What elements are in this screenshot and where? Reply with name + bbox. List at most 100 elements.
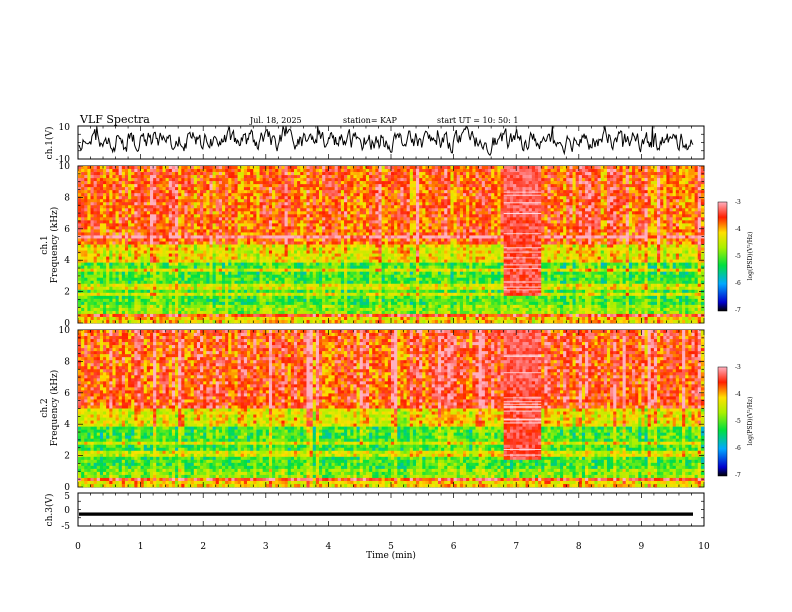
spectrogram-cell (128, 187, 131, 190)
spectrogram-cell (184, 257, 187, 260)
spectrogram-cell (216, 269, 219, 272)
spectrogram-cell (228, 278, 231, 281)
spectrogram-cell (169, 260, 172, 263)
spectrogram-cell (181, 257, 184, 260)
spectrogram-cell (194, 193, 197, 196)
spectrogram-cell (219, 251, 222, 254)
spectrogram-cell (78, 238, 81, 241)
spectrogram-cell (119, 320, 122, 323)
spectrogram-cell (109, 190, 112, 193)
spectrogram-cell (181, 208, 184, 211)
spectrogram-cell (235, 305, 238, 308)
spectrogram-cell (241, 190, 244, 193)
spectrogram-cell (137, 196, 140, 199)
spectrogram-cell (197, 296, 200, 299)
spectrogram-cell (87, 205, 90, 208)
spectrogram-cell (87, 172, 90, 175)
spectrogram-cell (256, 254, 259, 257)
spectrogram-cell (137, 248, 140, 251)
spectrogram-cell (172, 272, 175, 275)
spectrogram-cell (250, 190, 253, 193)
spectrogram-cell (175, 202, 178, 205)
spectrogram-cell (184, 181, 187, 184)
spectrogram-cell (235, 275, 238, 278)
spectrogram-cell (141, 299, 144, 302)
spectrogram-cell (97, 220, 100, 223)
spectrogram-cell (103, 169, 106, 172)
spectrogram-cell (213, 172, 216, 175)
spectrogram-cell (94, 238, 97, 241)
spectrogram-cell (238, 290, 241, 293)
spectrogram-cell (172, 205, 175, 208)
spectrogram-cell (235, 314, 238, 317)
spectrogram-cell (84, 254, 87, 257)
spectrogram-cell (141, 205, 144, 208)
spectrogram-cell (256, 241, 259, 244)
spectrogram-cell (109, 248, 112, 251)
spectrogram-cell (191, 245, 194, 248)
spectrogram-cell (250, 223, 253, 226)
spectrogram-cell (163, 196, 166, 199)
spectrogram-cell (209, 175, 212, 178)
spectrogram-cell (91, 248, 94, 251)
spectrogram-cell (112, 226, 115, 229)
spectrogram-cell (116, 254, 119, 257)
spectrogram-cell (235, 272, 238, 275)
spectrogram-cell (159, 269, 162, 272)
spectrogram-cell (81, 311, 84, 314)
spectrogram-cell (112, 278, 115, 281)
spectrogram-cell (100, 217, 103, 220)
spectrogram-cell (256, 208, 259, 211)
spectrogram-cell (156, 284, 159, 287)
spectrogram-cell (94, 166, 97, 169)
spectrogram-cell (109, 169, 112, 172)
spectrogram-cell (203, 187, 206, 190)
spectrogram-cell (112, 199, 115, 202)
spectrogram-cell (219, 205, 222, 208)
spectrogram-cell (200, 202, 203, 205)
spectrogram-cell (247, 226, 250, 229)
spectrogram-cell (112, 257, 115, 260)
spectrogram-cell (141, 229, 144, 232)
spectrogram-cell (241, 266, 244, 269)
spectrogram-cell (175, 287, 178, 290)
spectrogram-cell (191, 266, 194, 269)
spectrogram-cell (197, 281, 200, 284)
spectrogram-cell (94, 248, 97, 251)
spectrogram-cell (84, 229, 87, 232)
spectrogram-cell (247, 193, 250, 196)
spectrogram-cell (137, 296, 140, 299)
spectrogram-cell (263, 196, 266, 199)
spectrogram-cell (216, 235, 219, 238)
spectrogram-cell (228, 275, 231, 278)
spectrogram-cell (125, 281, 128, 284)
spectrogram-cell (163, 226, 166, 229)
spectrogram-cell (235, 248, 238, 251)
spectrogram-cell (169, 251, 172, 254)
spectrogram-cell (194, 235, 197, 238)
spectrogram-cell (260, 314, 263, 317)
spectrogram-cell (253, 260, 256, 263)
spectrogram-cell (244, 229, 247, 232)
spectrogram-cell (116, 217, 119, 220)
spectrogram-cell (97, 214, 100, 217)
spectrogram-cell (175, 296, 178, 299)
spectrogram-cell (200, 232, 203, 235)
spectrogram-cell (203, 241, 206, 244)
spectrogram-cell (241, 260, 244, 263)
spectrogram-cell (153, 284, 156, 287)
spectrogram-cell (238, 241, 241, 244)
spectrogram-cell (191, 223, 194, 226)
spectrogram-cell (238, 299, 241, 302)
spectrogram-cell (219, 287, 222, 290)
spectrogram-cell (206, 254, 209, 257)
spectrogram-cell (144, 278, 147, 281)
spectrogram-cell (172, 317, 175, 320)
spectrogram-cell (106, 166, 109, 169)
spectrogram-cell (91, 241, 94, 244)
spectrogram-cell (213, 263, 216, 266)
spectrogram-cell (84, 199, 87, 202)
spectrogram-cell (78, 248, 81, 251)
spectrogram-cell (131, 178, 134, 181)
spectrogram-cell (122, 251, 125, 254)
